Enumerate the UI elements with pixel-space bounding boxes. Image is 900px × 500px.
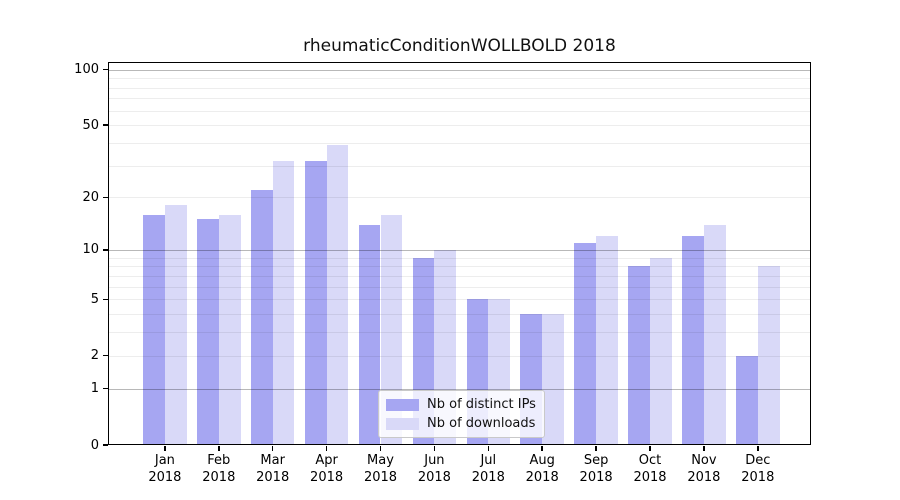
y-tick-label-2: 2 (90, 348, 99, 364)
y-tick-label-10: 10 (82, 242, 99, 258)
x-tick-mark (649, 446, 651, 451)
x-tick-label-oct: Oct 2018 (633, 453, 667, 485)
x-tick-label-jun: Jun 2018 (417, 453, 451, 485)
legend-label-downloads: Nb of downloads (427, 416, 536, 431)
bar-downloads-nov (703, 224, 726, 445)
legend: Nb of distinct IPs Nb of downloads (378, 390, 545, 438)
x-tick-label-jul: Jul 2018 (471, 453, 505, 485)
minor-gridline-7 (108, 275, 811, 277)
downloads-swatch-icon (386, 417, 419, 430)
minor-gridline-4 (108, 314, 811, 316)
y-tick-label-0: 0 (90, 437, 99, 453)
bar-downloads-jan (164, 205, 187, 445)
x-tick-mark (325, 446, 328, 451)
x-tick-label-sep: Sep 2018 (579, 453, 613, 485)
x-tick-label-may: May 2018 (363, 453, 398, 485)
bar-downloads-mar (272, 160, 295, 445)
major-gridline-1 (108, 388, 811, 390)
x-tick-mark (433, 446, 436, 451)
minor-gridline-9 (108, 257, 811, 259)
x-tick-label-dec: Dec 2018 (741, 453, 775, 485)
x-tick-mark (703, 446, 705, 451)
minor-gridline-90 (108, 78, 811, 80)
x-tick-label-jan: Jan 2018 (148, 453, 182, 485)
y-tick-mark (103, 298, 108, 300)
minor-gridline-40 (108, 142, 811, 144)
bar-distinct-ips-apr (304, 160, 327, 445)
legend-entry-downloads: Nb of downloads (386, 416, 536, 431)
minor-gridline-50 (108, 125, 811, 127)
bar-distinct-ips-sep (574, 242, 597, 445)
y-tick-mark (103, 444, 108, 446)
x-tick-label-mar: Mar 2018 (256, 453, 290, 485)
x-tick-mark (271, 446, 274, 451)
bar-distinct-ips-jan (143, 214, 165, 445)
bar-downloads-feb (218, 214, 241, 445)
y-tick-mark (103, 68, 108, 71)
bar-downloads-oct (650, 257, 672, 445)
x-tick-mark (757, 446, 759, 451)
minor-gridline-60 (108, 110, 811, 112)
x-tick-label-aug: Aug 2018 (525, 453, 559, 485)
minor-gridline-2 (108, 355, 811, 357)
distinct-ips-swatch-icon (386, 398, 419, 411)
bar-distinct-ips-feb (197, 219, 219, 445)
minor-gridline-80 (108, 87, 811, 89)
minor-gridline-5 (108, 299, 811, 301)
minor-gridline-70 (108, 98, 811, 100)
legend-label-distinct-ips: Nb of distinct IPs (427, 397, 536, 412)
y-tick-label-5: 5 (90, 291, 99, 307)
legend-entry-distinct-ips: Nb of distinct IPs (386, 397, 536, 412)
y-tick-mark (103, 387, 108, 390)
bar-distinct-ips-dec (736, 355, 758, 445)
bar-downloads-sep (596, 236, 618, 445)
bar-downloads-may (380, 214, 403, 445)
x-tick-label-nov: Nov 2018 (687, 453, 721, 485)
y-tick-label-50: 50 (82, 117, 99, 133)
x-tick-mark (487, 446, 490, 451)
bar-downloads-aug (542, 314, 564, 445)
x-tick-mark (218, 446, 220, 451)
x-tick-label-apr: Apr 2018 (310, 453, 344, 485)
x-tick-mark (595, 446, 597, 451)
minor-gridline-20 (108, 197, 811, 199)
bar-downloads-apr (326, 144, 349, 445)
x-tick-mark (541, 446, 543, 451)
y-tick-mark (103, 354, 108, 357)
plot-area (108, 62, 811, 445)
bar-distinct-ips-nov (682, 236, 704, 445)
minor-gridline-8 (108, 266, 811, 268)
y-tick-label-100: 100 (74, 62, 99, 78)
y-tick-label-1: 1 (90, 381, 99, 397)
y-tick-mark (103, 196, 108, 199)
y-tick-mark (103, 249, 108, 251)
major-gridline-10 (108, 249, 811, 251)
x-tick-mark (379, 446, 382, 451)
minor-gridline-30 (108, 165, 811, 167)
x-tick-label-feb: Feb 2018 (202, 453, 236, 485)
major-gridline-100 (108, 69, 811, 71)
bar-downloads-dec (757, 266, 780, 445)
minor-gridline-3 (108, 332, 811, 334)
chart-title: rheumaticConditionWOLLBOLD 2018 (303, 36, 616, 56)
y-tick-label-20: 20 (82, 189, 99, 205)
bar-distinct-ips-mar (250, 189, 273, 445)
minor-gridline-6 (108, 286, 811, 288)
x-tick-mark (164, 446, 166, 451)
bar-distinct-ips-may (358, 224, 381, 445)
y-tick-mark (103, 124, 108, 126)
bar-distinct-ips-oct (628, 266, 650, 445)
